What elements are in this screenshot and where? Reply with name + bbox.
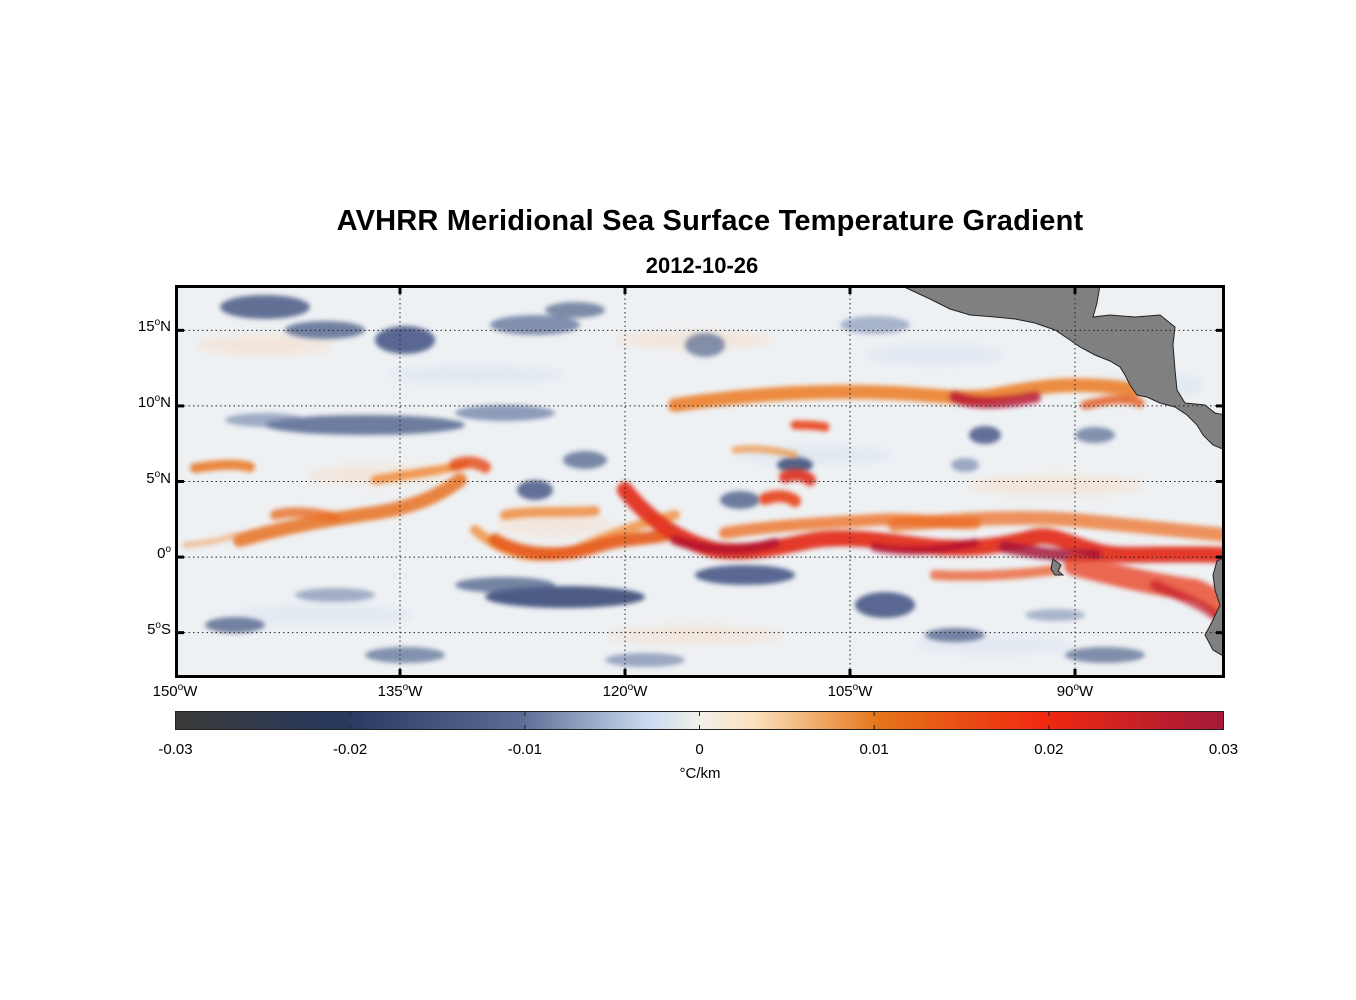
degree-mark: o [155,619,161,631]
lon-label-hemisphere: W [858,683,873,700]
lat-label: 10oN [111,393,171,411]
lon-label-hemisphere: W [183,683,198,700]
lon-label-hemisphere: W [1079,683,1094,700]
lon-label: 120oW [585,682,665,700]
lat-label: 15oN [111,317,171,335]
lon-label: 150oW [135,682,215,700]
lat-label-value: 15 [137,318,155,336]
lat-label: 0o [111,544,171,562]
lat-label-hemisphere: N [160,469,171,487]
map-panel [175,285,1225,678]
degree-mark: o [852,682,859,693]
lat-label: 5oN [111,469,171,487]
colorbar-tick-label: 0 [695,741,704,758]
colorbar-tick-label: 0.03 [1208,741,1239,758]
lon-label: 105oW [810,682,890,700]
degree-mark: o [627,682,634,693]
lat-label-value: 5 [147,620,156,638]
colorbar-tick-label: -0.02 [333,741,368,758]
degree-mark: o [402,682,409,693]
colorbar-gradient [175,711,1224,730]
degree-mark: o [1073,682,1080,693]
lat-label-hemisphere: N [160,318,171,336]
colorbar [175,711,1224,730]
lon-label-value: 105 [827,683,853,700]
chart-subtitle: 2012-10-26 [645,253,759,278]
degree-mark: o [154,392,161,404]
lon-label-value: 120 [602,683,628,700]
colorbar-tick-label: -0.03 [158,741,193,758]
lon-label-value: 135 [377,683,403,700]
colorbar-tick-label: -0.01 [507,741,542,758]
degree-mark: o [165,544,171,556]
degree-mark: o [154,468,161,480]
lon-label: 90oW [1035,682,1115,700]
sst-gradient-map [175,285,1225,678]
degree-mark: o [177,682,184,693]
lat-label-value: 0 [157,545,166,563]
colorbar-tick-label: 0.01 [859,741,889,758]
lon-label-hemisphere: W [408,683,423,700]
lon-label-value: 150 [152,683,178,700]
lon-label: 135oW [360,682,440,700]
degree-mark: o [154,317,161,329]
colorbar-tick-label: 0.02 [1034,741,1064,758]
lat-label-value: 5 [146,469,155,487]
negative-gradient-features [205,295,1145,667]
chart-title: AVHRR Meridional Sea Surface Temperature… [336,205,1084,237]
lat-label: 5oS [111,620,171,638]
frame-ticks [175,285,1225,678]
land-galapagos [1050,558,1065,576]
lon-label-hemisphere: W [633,683,648,700]
lat-label-value: 10 [137,393,155,411]
colorbar-unit-label: °C/km [679,765,721,782]
land-central-america [899,285,1225,451]
lon-label-value: 90 [1056,683,1074,700]
lat-label-hemisphere: N [160,393,171,411]
lat-label-hemisphere: S [160,620,171,638]
positive-gradient-features [182,378,1225,626]
